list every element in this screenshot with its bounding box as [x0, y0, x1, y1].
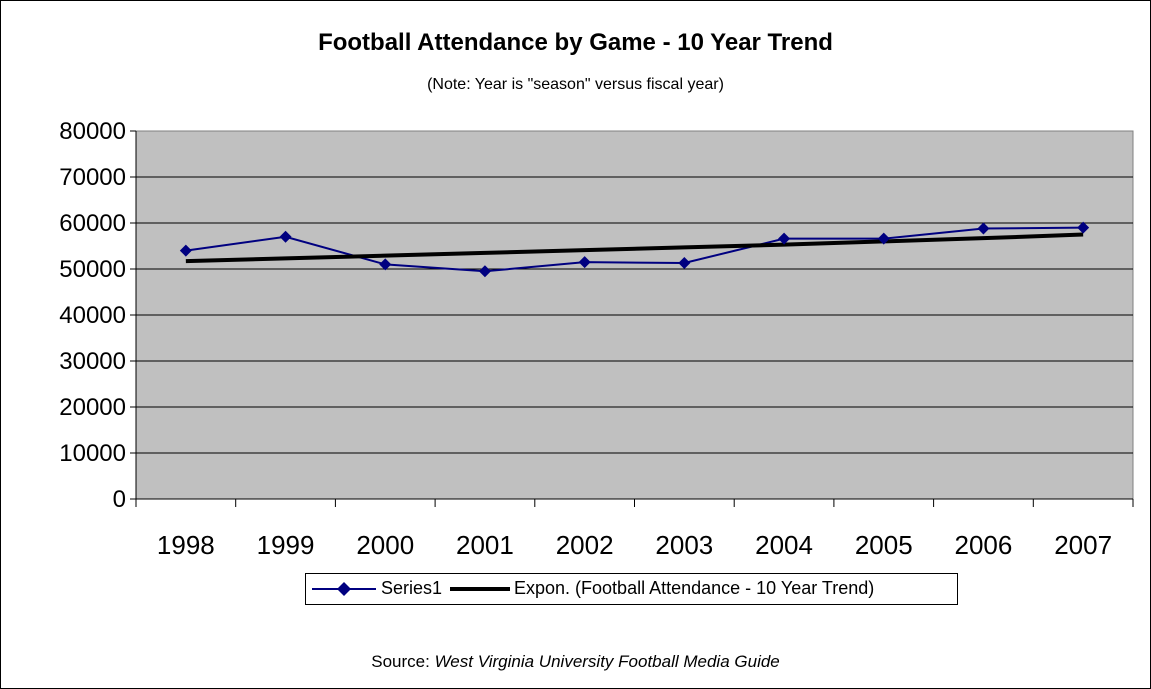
chart-subtitle: (Note: Year is "season" versus fiscal ye…	[427, 76, 724, 93]
source-name: West Virginia University Football Media …	[434, 652, 780, 671]
y-tick-label: 60000	[59, 210, 126, 237]
legend-series1-swatch	[312, 582, 376, 596]
y-tick-label: 80000	[59, 118, 126, 145]
x-tick-label: 2005	[855, 530, 913, 560]
y-tick-label: 50000	[59, 256, 126, 283]
source-prefix: Source:	[371, 652, 430, 671]
trendline	[185, 232, 1084, 264]
series1-point	[977, 222, 990, 235]
y-tick-label: 20000	[59, 394, 126, 421]
y-tick-label: 30000	[59, 348, 126, 375]
legend-series1-label: Series1	[381, 578, 443, 598]
series1-point	[478, 265, 491, 278]
x-tick-label: 2004	[755, 530, 813, 560]
y-tick-label: 40000	[59, 302, 126, 329]
series1-point	[179, 244, 192, 257]
x-tick-label: 2003	[655, 530, 713, 560]
series1-point	[778, 232, 791, 245]
x-tick-label: 1999	[257, 530, 315, 560]
x-tick-label: 2007	[1054, 530, 1112, 560]
source-note: Source: West Virginia University Footbal…	[0, 652, 1151, 672]
series1-point	[678, 257, 691, 270]
x-tick-label: 2002	[556, 530, 614, 560]
series1-point	[578, 256, 591, 269]
x-tick-label: 2006	[955, 530, 1013, 560]
legend: Series1 Expon. (Football Attendance - 10…	[305, 573, 958, 605]
x-tick-label: 1998	[157, 530, 215, 560]
x-tick-label: 2001	[456, 530, 514, 560]
y-tick-label: 70000	[59, 164, 126, 191]
series1-line	[185, 226, 1084, 273]
series1-point	[1077, 221, 1090, 234]
chart-title: Football Attendance by Game - 10 Year Tr…	[318, 29, 833, 56]
series1-point	[877, 232, 890, 245]
y-tick-label: 0	[113, 486, 126, 513]
y-tick-label: 10000	[59, 440, 126, 467]
legend-trend-swatch	[450, 587, 510, 591]
series1-point	[379, 258, 392, 271]
x-tick-label: 2000	[356, 530, 414, 560]
series1-point	[279, 230, 292, 243]
legend-trend-label: Expon. (Football Attendance - 10 Year Tr…	[514, 578, 875, 598]
